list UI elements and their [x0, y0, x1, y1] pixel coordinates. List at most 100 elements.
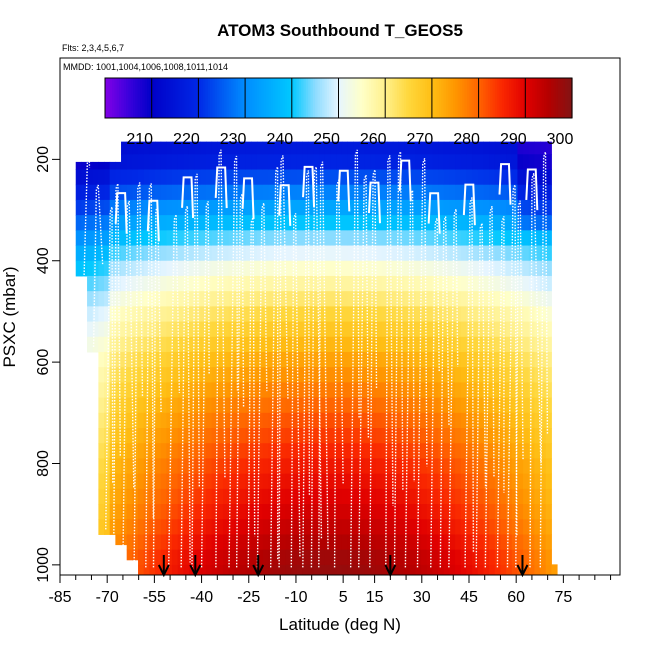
curtain-cell — [245, 154, 252, 171]
curtain-cell — [155, 367, 162, 383]
curtain-cell — [268, 504, 275, 520]
curtain-cell — [387, 458, 394, 475]
curtain-cell — [353, 504, 360, 520]
curtain-cell — [489, 321, 496, 338]
colorbar-segment — [186, 78, 190, 118]
curtain-cell — [319, 275, 326, 292]
flight-track — [539, 151, 549, 568]
curtain-cell — [438, 336, 445, 353]
curtain-cell — [438, 306, 445, 323]
curtain-cell — [296, 199, 303, 216]
curtain-cell — [477, 169, 484, 186]
colorbar-segment — [546, 78, 550, 118]
curtain-cell — [285, 154, 292, 171]
curtain-cell — [460, 504, 467, 520]
curtain-cell — [205, 184, 213, 201]
flight-track — [506, 184, 518, 568]
curtain-cell — [296, 412, 303, 429]
curtain-cell — [460, 260, 467, 277]
curtain-cell — [353, 154, 360, 171]
curtain-cell — [307, 230, 315, 247]
curtain-cell — [398, 245, 405, 262]
curtain-cell — [324, 397, 332, 414]
curtain-cell — [245, 564, 252, 576]
curtain-cell — [200, 564, 207, 576]
curtain-cell — [426, 260, 433, 277]
curtain-cell — [268, 199, 275, 216]
curtain-cell — [290, 260, 298, 277]
curtain-cell — [194, 382, 201, 399]
curtain-cell — [160, 184, 167, 201]
curtain-cell — [460, 154, 467, 171]
curtain-cell — [183, 230, 190, 247]
curtain-cell — [313, 351, 320, 368]
curtain-cell — [421, 230, 428, 247]
colorbar-segment — [452, 78, 456, 118]
curtain-cell — [364, 443, 371, 459]
curtain-cell — [132, 519, 139, 535]
curtain-cell — [256, 458, 264, 475]
curtain-cell — [160, 275, 167, 292]
curtain-cell — [121, 382, 128, 399]
curtain-cell — [494, 428, 501, 444]
curtain-cell — [409, 504, 417, 520]
curtain-cell — [387, 382, 394, 399]
curtain-cell — [347, 260, 354, 277]
curtain-cell — [194, 397, 201, 414]
curtain-cell — [166, 428, 173, 444]
colorbar-segment — [387, 78, 391, 118]
curtain-cell — [540, 488, 547, 505]
curtain-cell — [234, 215, 241, 231]
curtain-cell — [211, 549, 218, 566]
curtain-cell — [494, 321, 501, 338]
curtain-cell — [245, 458, 252, 475]
curtain-cell — [494, 306, 501, 323]
curtain-cell — [330, 443, 337, 459]
curtain-cell — [98, 336, 105, 353]
colorbar-segment — [172, 78, 176, 118]
curtain-cell — [302, 488, 309, 505]
curtain-cell — [81, 199, 88, 216]
curtain-cell — [347, 397, 354, 414]
curtain-cell — [251, 488, 258, 505]
curtain-cell — [200, 397, 207, 414]
curtain-cell — [421, 351, 428, 368]
curtain-cell — [324, 458, 332, 475]
flight-track — [404, 190, 415, 568]
curtain-cell — [511, 321, 518, 338]
colorbar-segment — [520, 78, 524, 118]
curtain-cell — [262, 488, 269, 505]
curtain-cell — [347, 184, 354, 201]
curtain-cell — [415, 169, 422, 186]
curtain-cell — [443, 336, 450, 353]
curtain-cell — [370, 564, 377, 576]
curtain-cell — [336, 260, 343, 277]
colorbar-segment — [543, 78, 547, 118]
curtain-cell — [239, 412, 247, 429]
curtain-cell — [477, 141, 484, 155]
curtain-cell — [517, 473, 524, 490]
curtain-cell — [523, 564, 530, 576]
curtain-cell — [489, 154, 496, 171]
curtain-cell — [432, 488, 439, 505]
curtain-cell — [296, 564, 303, 576]
curtain-cell — [449, 443, 456, 459]
curtain-cell — [177, 351, 184, 368]
curtain-cell — [477, 382, 484, 399]
curtain-cell — [500, 351, 507, 368]
curtain-cell — [307, 564, 315, 576]
flight-track — [200, 201, 210, 568]
curtain-cell — [534, 564, 541, 576]
curtain-cell — [319, 184, 326, 201]
colorbar-segment — [301, 78, 305, 118]
curtain-cell — [183, 504, 190, 520]
curtain-cell — [460, 549, 467, 566]
colorbar-segment — [231, 78, 235, 118]
curtain-cell — [358, 443, 366, 459]
colorbar-segment — [163, 78, 167, 118]
curtain-cell — [313, 473, 320, 490]
curtain-cell — [222, 321, 230, 338]
curtain-cell — [109, 336, 116, 353]
curtain-cell — [545, 519, 552, 535]
colorbar-segment — [182, 78, 185, 118]
